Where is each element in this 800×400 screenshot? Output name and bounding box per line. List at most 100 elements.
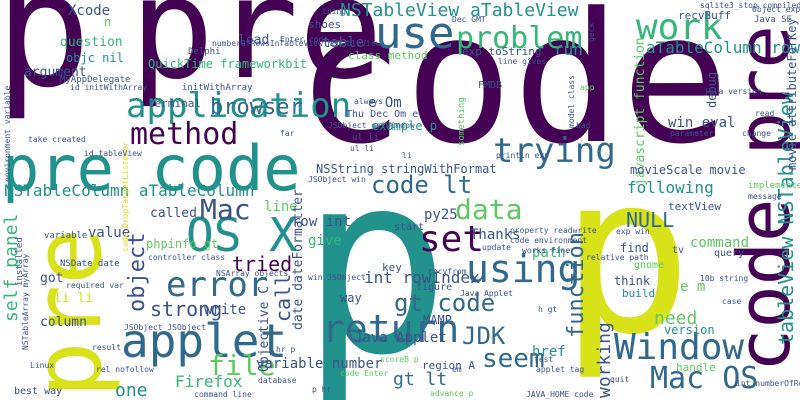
cloud-word: Xcode: [68, 3, 111, 19]
cloud-word: movieScale movie: [630, 163, 746, 177]
cloud-word: OS X: [186, 208, 297, 262]
cloud-word: take created: [28, 135, 86, 144]
cloud-word: li li: [54, 291, 94, 306]
cloud-word: p: [300, 119, 451, 400]
cloud-word: working: [594, 322, 615, 398]
cloud-word: update: [482, 243, 511, 252]
cloud-word: Java SE: [754, 15, 792, 25]
cloud-word: h gt: [538, 305, 558, 314]
cloud-word: Objective C: [257, 285, 272, 372]
cloud-word: applet tag: [536, 365, 585, 374]
cloud-word: Enter code: [280, 35, 329, 44]
cloud-word: exp win: [616, 227, 650, 236]
cloud-word: terminal: [148, 97, 201, 110]
cloud-word: JSObject JSObject: [124, 323, 206, 332]
cloud-word: MyAppDelegate: [60, 75, 131, 85]
cloud-word: ul li: [352, 133, 380, 143]
cloud-word: movie attributeForKey: [785, 18, 799, 170]
cloud-word: model class: [567, 75, 576, 128]
cloud-word: QuickTime frameworkbit: [148, 57, 307, 71]
cloud-word: objc nil: [66, 51, 124, 65]
cloud-word: handle: [676, 361, 716, 374]
cloud-word: best way: [14, 386, 63, 397]
cloud-word: Mac OS: [650, 361, 759, 396]
cloud-word: shoes: [308, 18, 342, 31]
cloud-word: JSObject win: [308, 175, 366, 184]
cloud-word: path: [532, 245, 566, 261]
cloud-word: recvfrom: [428, 267, 467, 276]
cloud-word: Dec GMT: [452, 15, 486, 24]
cloud-word: controller class: [148, 253, 226, 262]
cloud-word: win eval: [668, 115, 736, 131]
cloud-word: py25: [424, 207, 458, 223]
cloud-word: figure: [416, 282, 453, 293]
cloud-word: row int: [292, 214, 352, 230]
cloud-word: JDK: [462, 322, 506, 350]
cloud-word: e Om: [368, 95, 402, 111]
cloud-word: command line: [194, 390, 252, 399]
cloud-word: column: [40, 315, 87, 330]
cloud-word: advance p: [430, 389, 474, 398]
cloud-word: gt code: [394, 289, 496, 317]
cloud-word: message: [748, 192, 782, 201]
cloud-word: argument: [24, 65, 87, 80]
cloud-word: strong: [150, 297, 223, 321]
cloud-word: question: [60, 35, 123, 50]
cloud-word: JAVA_HOME code: [526, 390, 594, 399]
cloud-word: initWithArray: [182, 83, 253, 93]
cloud-word: data: [455, 193, 523, 226]
cloud-word: implemented: [748, 181, 800, 191]
cloud-word: region A: [422, 359, 475, 372]
cloud-word: textView: [668, 200, 721, 213]
cloud-word: build: [622, 287, 656, 300]
cloud-word: JSObject getWindow: [328, 121, 415, 130]
cloud-word: write: [204, 302, 247, 318]
cloud-word: example p: [372, 119, 438, 133]
cloud-word: applet: [121, 314, 288, 368]
cloud-word: code: [296, 0, 730, 184]
cloud-word: case: [722, 297, 742, 306]
cloud-word: find: [620, 241, 649, 255]
cloud-word: date dateFormatter: [291, 189, 306, 330]
cloud-word: MAMP: [423, 313, 452, 327]
cloud-word: recvBuff: [678, 9, 731, 22]
cloud-word: environment variable: [3, 85, 12, 182]
cloud-word: start: [394, 222, 425, 233]
cloud-word: gnome: [634, 260, 665, 271]
cloud-word: something: [457, 97, 467, 146]
cloud-word: required var: [66, 281, 124, 290]
cloud-word: method: [130, 117, 239, 152]
cloud-word: id tableView: [84, 149, 142, 158]
cloud-word: run: [554, 40, 583, 59]
cloud-word: phpinfo gt: [146, 237, 219, 251]
cloud-word: NSArray objects: [216, 269, 289, 278]
cloud-word: li: [402, 151, 412, 160]
cloud-word: numberOfRowsInTableView NSTableView: [212, 39, 381, 48]
cloud-word: trying: [493, 131, 616, 171]
cloud-word: application: [126, 86, 352, 126]
cloud-word: ul li: [350, 144, 375, 153]
cloud-word: line gives: [498, 57, 547, 66]
cloud-word: Linux: [30, 361, 55, 370]
cloud-word: NULL: [626, 208, 675, 232]
cloud-word: load: [238, 33, 270, 48]
cloud-word: NSTableArray myArray: [21, 253, 30, 350]
cloud-word: p hr: [312, 385, 332, 394]
cloud-word: using: [466, 247, 581, 291]
cloud-word: aTableColumn row: [646, 38, 800, 57]
cloud-word: value: [88, 225, 131, 241]
cloud-word: set: [419, 219, 485, 260]
cloud-word: code Enter: [340, 369, 389, 378]
cloud-word: p: [560, 127, 693, 383]
cloud-word: hr p: [276, 345, 296, 354]
cloud-word: works fine: [522, 246, 571, 255]
cloud-word: return: [322, 307, 460, 351]
cloud-word: variable: [44, 231, 88, 241]
cloud-word: scoreB p: [380, 355, 419, 364]
cloud-word: got: [40, 271, 64, 286]
cloud-word: rel nofollow: [96, 365, 154, 374]
cloud-word: work: [636, 7, 723, 48]
cloud-word: Java Applet: [354, 330, 447, 346]
cloud-word: error: [166, 265, 269, 305]
